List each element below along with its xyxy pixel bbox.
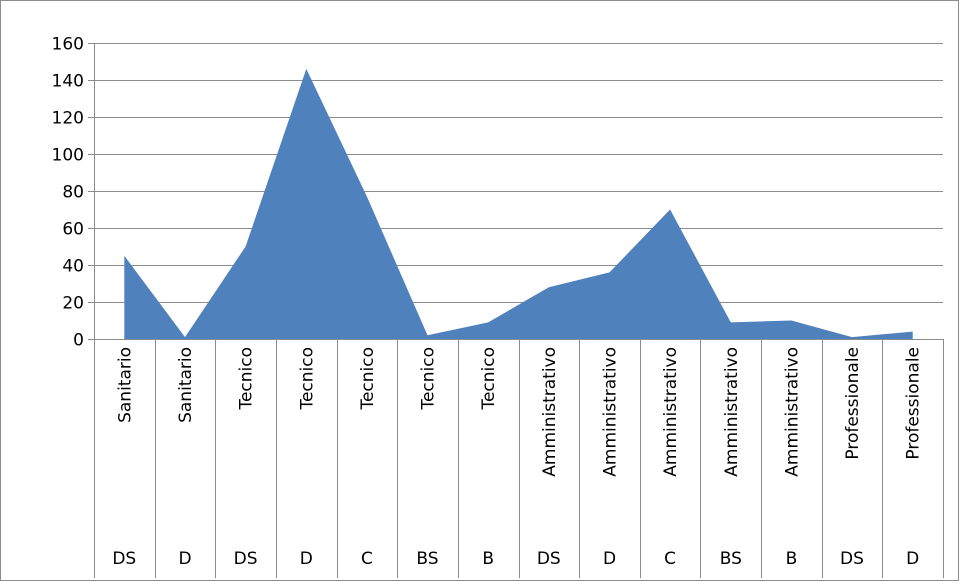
x-category-level-label: D <box>300 549 313 569</box>
y-tick-label: 80 <box>62 183 84 203</box>
y-tick-label: 0 <box>73 331 84 351</box>
x-category-level-label: DS <box>840 549 864 569</box>
x-category-level-label: DS <box>112 549 136 569</box>
y-tick-label: 60 <box>62 220 84 240</box>
y-tick-label: 160 <box>52 35 84 55</box>
x-category-level-label: DS <box>537 549 561 569</box>
x-category-level-label: D <box>603 549 616 569</box>
x-category-group-label: Amministrativo <box>661 347 681 477</box>
x-category-level-label: C <box>361 549 373 569</box>
x-category-group-label: Amministrativo <box>601 347 621 477</box>
y-tick-label: 20 <box>62 294 84 314</box>
x-category-group-label: Sanitario <box>115 347 135 423</box>
x-category-group-label: Professionale <box>843 347 863 460</box>
x-category-level-label: B <box>482 549 494 569</box>
y-tick-label: 140 <box>52 72 84 92</box>
x-category-group-label: Tecnico <box>297 347 317 411</box>
x-category-level-label: D <box>906 549 919 569</box>
x-category-group-label: Amministrativo <box>782 347 802 477</box>
x-category-group-label: Tecnico <box>479 347 499 411</box>
x-category-group-label: Tecnico <box>237 347 257 411</box>
x-category-level-label: C <box>664 549 676 569</box>
x-category-group-label: Tecnico <box>419 347 439 411</box>
x-category-level-label: D <box>178 549 191 569</box>
y-tick-label: 40 <box>62 257 84 277</box>
x-category-level-label: B <box>786 549 798 569</box>
y-tick-label: 100 <box>52 146 84 166</box>
x-category-group-label: Professionale <box>904 347 924 460</box>
x-category-level-label: DS <box>234 549 258 569</box>
x-category-group-label: Tecnico <box>358 347 378 411</box>
x-category-level-label: BS <box>720 549 742 569</box>
x-category-level-label: BS <box>416 549 438 569</box>
area-series <box>124 68 913 340</box>
x-category-group-label: Sanitario <box>176 347 196 423</box>
x-category-group-label: Amministrativo <box>540 347 560 477</box>
x-category-group-label: Amministrativo <box>722 347 742 477</box>
y-tick-label: 120 <box>52 109 84 129</box>
